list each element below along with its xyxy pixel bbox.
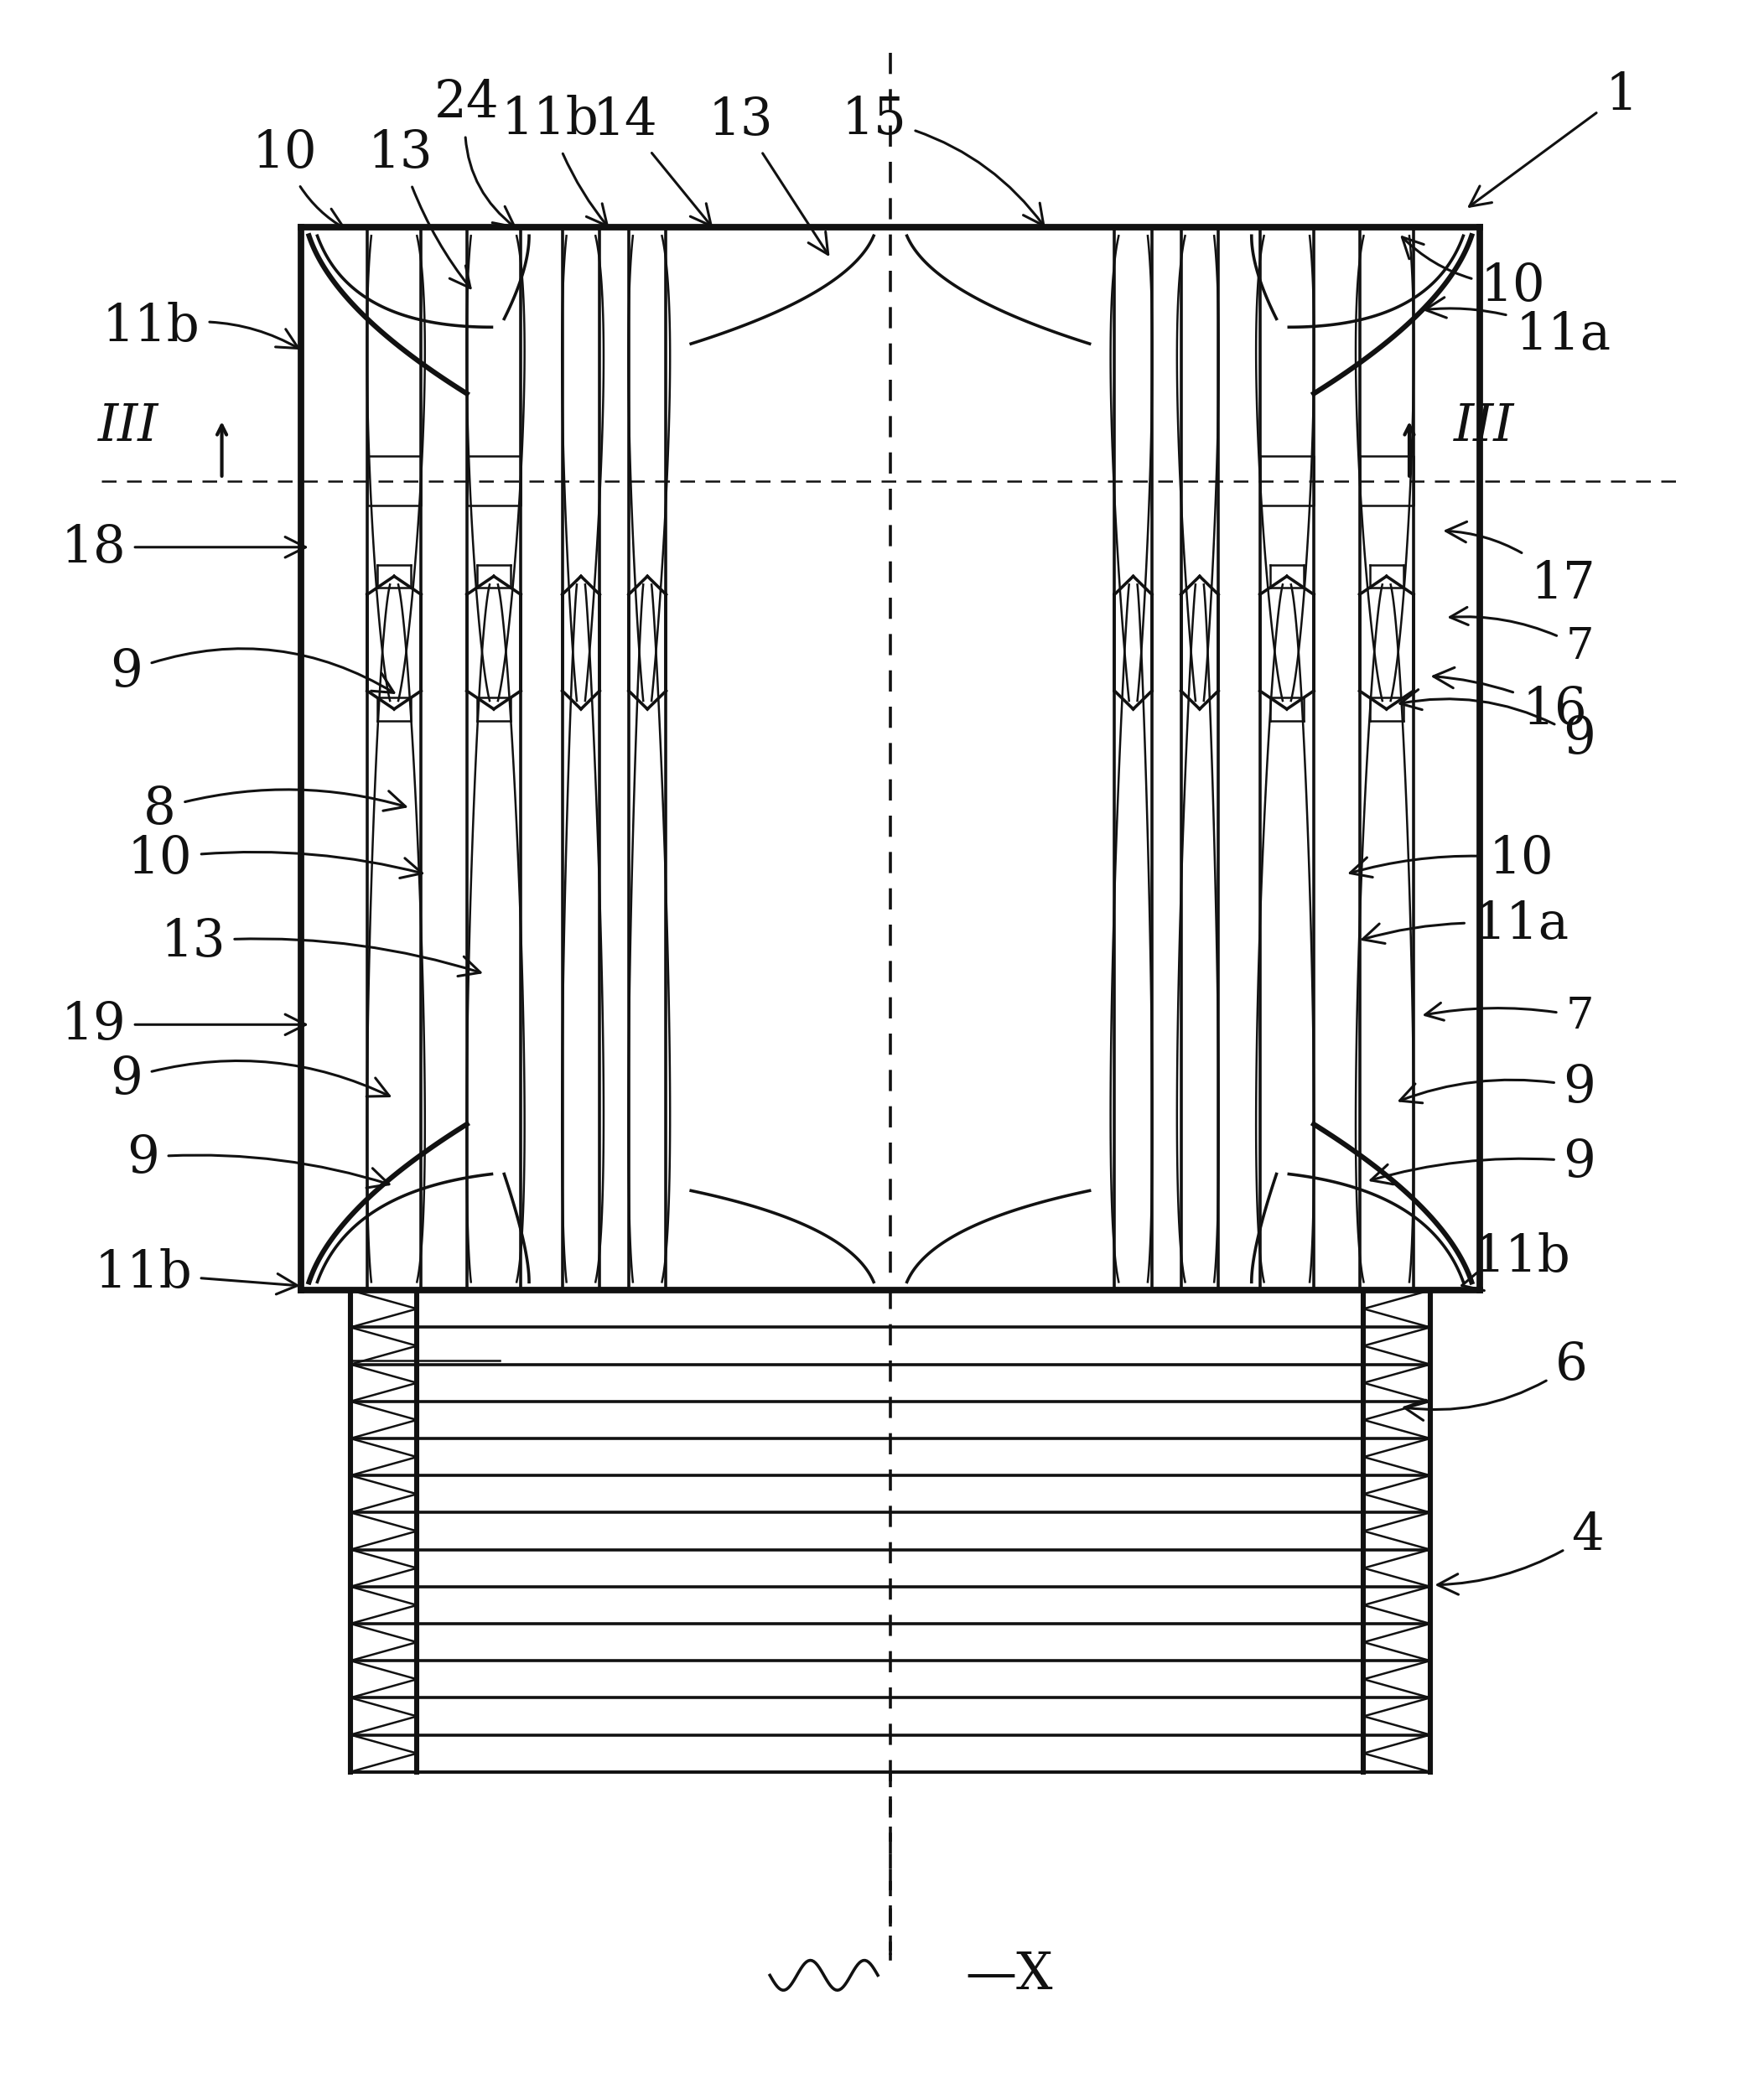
Text: 19: 19: [60, 999, 305, 1050]
Text: 11b: 11b: [93, 1249, 298, 1299]
Text: 10: 10: [1402, 237, 1545, 311]
Text: 13: 13: [161, 917, 480, 976]
Text: 18: 18: [60, 523, 305, 573]
Text: III: III: [97, 401, 159, 451]
Text: 7: 7: [1450, 607, 1593, 667]
Text: 10: 10: [252, 128, 344, 229]
Text: 13: 13: [709, 94, 827, 254]
Text: 9: 9: [1371, 1136, 1596, 1186]
Text: 14: 14: [593, 94, 711, 227]
Text: 10: 10: [127, 833, 422, 884]
Text: 16: 16: [1434, 667, 1588, 735]
Text: 9: 9: [127, 1131, 390, 1188]
Text: 1: 1: [1469, 69, 1637, 206]
Text: 7: 7: [1425, 995, 1593, 1037]
Text: 11b: 11b: [501, 94, 607, 227]
Text: 11b: 11b: [102, 302, 298, 353]
Text: 6: 6: [1404, 1339, 1588, 1421]
Text: 17: 17: [1446, 523, 1596, 609]
Text: 8: 8: [143, 783, 406, 833]
Text: 11b: 11b: [1462, 1232, 1570, 1291]
Text: III: III: [1454, 401, 1515, 451]
Text: 4: 4: [1438, 1509, 1603, 1595]
Text: 13: 13: [369, 128, 471, 288]
Text: 9: 9: [1401, 691, 1596, 764]
Text: 9: 9: [109, 1054, 390, 1104]
Text: 11a: 11a: [1362, 900, 1570, 951]
Text: 9: 9: [109, 646, 393, 697]
Text: 10: 10: [1349, 833, 1554, 884]
Text: 11a: 11a: [1425, 298, 1611, 361]
Text: 24: 24: [434, 78, 515, 227]
Text: —X: —X: [965, 1950, 1053, 2000]
Text: 15: 15: [841, 94, 1044, 225]
Text: 9: 9: [1399, 1062, 1596, 1112]
